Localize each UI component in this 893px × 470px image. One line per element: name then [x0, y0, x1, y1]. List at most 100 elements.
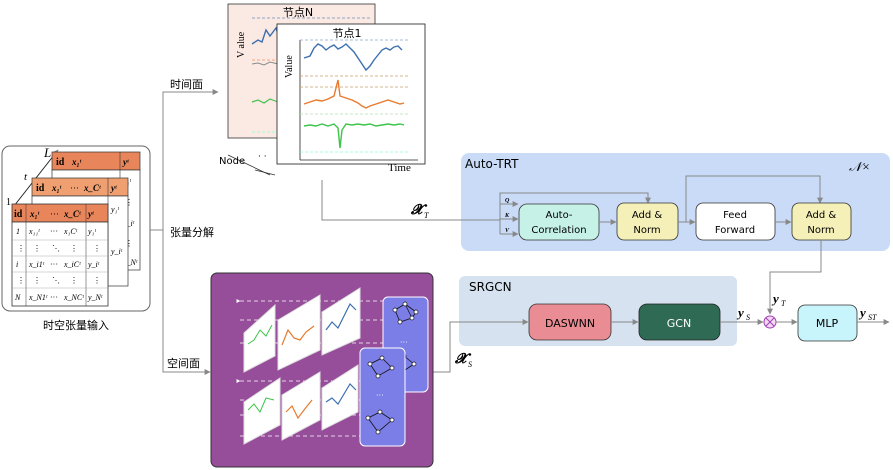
row2-xC: ⋮: [70, 244, 78, 253]
back-cell-yN: y_Nᵗ: [122, 258, 138, 267]
y-ST-sub: ST: [868, 313, 877, 322]
spatial-chart-upper-2: [277, 294, 321, 371]
svg-text:id: id: [36, 183, 45, 194]
front-green-series: [303, 123, 405, 149]
back-cell-yi: y_iᵗ: [122, 219, 135, 228]
auto-trt-title: Auto-TRT: [465, 157, 519, 171]
rowN-dots: ···: [50, 293, 58, 302]
back-cell-vdots1: ⋮: [125, 198, 133, 207]
mlp-label: MLP: [816, 317, 839, 330]
rowN-id: N: [14, 293, 21, 302]
front-panel-xlabel: Time: [388, 162, 411, 174]
row1-y: y₁ᵗ: [87, 227, 96, 236]
time-panels: · · Node 节点N V alue 节点1 Value: [219, 3, 426, 176]
row4-y: ⋮: [93, 276, 101, 285]
y-S-sub: S: [746, 313, 750, 322]
front-orange-series: [303, 79, 405, 109]
svg-text:id: id: [56, 157, 65, 168]
row1-id: 1: [16, 227, 20, 236]
mlp-block: MLP: [797, 304, 858, 342]
tensor-layer-front: id x₁ᵗ ··· x_Cᵗ yᵗ 1 x₁₁ᵗ ··· x₁Cᵗ y₁ᵗ ⋮…: [11, 203, 109, 307]
row2-x1: ⋮: [33, 244, 41, 253]
row2-id: ⋮: [17, 244, 25, 253]
spatial-chart-upper-3: [321, 287, 361, 356]
auto-trt-module: Auto-TRT 𝒩× 𝓧 T Q K V Auto- Correlation …: [321, 153, 890, 251]
node-dots: · ·: [258, 152, 267, 162]
mid-cell-y1: y₁ᵗ: [110, 205, 119, 214]
branch-connectors: [150, 89, 219, 375]
add-norm-1-block: Add & Norm: [616, 202, 679, 241]
daswnn-label: DASWNN: [545, 317, 595, 330]
row4-dots: ⋱: [52, 276, 60, 285]
row1-x1: x₁₁ᵗ: [28, 227, 40, 236]
addnorm2-label-1: Add &: [806, 210, 837, 221]
branch-decompose-label: 张量分解: [170, 225, 214, 239]
branch-time-label: 时间面: [170, 78, 203, 91]
row4-xC: ⋮: [70, 276, 78, 285]
front-panel-title: 节点1: [333, 27, 362, 40]
rowi-dots: ···: [50, 260, 58, 269]
fusion-op: [763, 315, 777, 329]
k-label: K: [504, 213, 510, 219]
front-blue-series: [303, 43, 403, 72]
node-axis-label: Node: [219, 156, 245, 167]
autocorr-block: Auto- Correlation: [518, 203, 600, 241]
back-panel-ylabel: V alue: [236, 31, 247, 58]
row1-dots: ···: [50, 227, 58, 236]
y-T-symbol: y: [771, 291, 779, 306]
back-panel-title: 节点N: [283, 6, 313, 19]
auto-trt-repeat: 𝒩×: [849, 159, 870, 174]
row2-y: ⋮: [93, 244, 101, 253]
autocorr-label-1: Auto-: [545, 210, 572, 221]
spatial-chart-upper-1: [243, 303, 276, 373]
row2-dots: ⋱: [52, 244, 60, 253]
front-header-dots: ···: [50, 209, 59, 219]
rowN-x1: x_N1ᵗ: [28, 293, 48, 302]
axis-1-label: 1: [6, 197, 11, 208]
rowN-xC: x_NCᵗ: [63, 293, 84, 302]
rowN-y: y_Nᵗ: [87, 293, 103, 302]
back-header-x1: x₁ᵗ: [71, 157, 82, 167]
back-cell-vdots2: ⋮: [125, 239, 133, 248]
x-T-sub: T: [424, 211, 429, 220]
mid-header-x1: x₁ᵗ: [51, 183, 62, 193]
spatial-panel: ··· ···: [210, 272, 434, 468]
front-panel-ylabel: Value: [284, 55, 295, 78]
x-S-sub: S: [468, 360, 472, 369]
addnorm2-label-2: Norm: [807, 225, 834, 236]
spatial-chart-lower-2: [281, 371, 321, 441]
spatial-chart-lower-3: [321, 364, 359, 431]
time-panel-front: 节点1 Value Time: [276, 23, 426, 174]
front-header-id: id: [14, 209, 23, 220]
addnorm1-label-2: Norm: [633, 225, 660, 236]
gcn-label: GCN: [667, 317, 691, 330]
mid-header-xC: x_Cᵗ: [83, 183, 101, 193]
feed-forward-block: Feed Forward: [695, 202, 776, 241]
row4-x1: ⋮: [33, 276, 41, 285]
axis-L-label: L: [43, 145, 51, 160]
srgcn-module: SRGCN 𝓧 S DASWNN GCN: [433, 276, 737, 373]
rowi-x1: x_i1ᵗ: [28, 260, 45, 269]
q-label: Q: [505, 198, 510, 204]
mid-cell-yi: y_iᵗ: [110, 247, 123, 256]
row4-id: ⋮: [17, 276, 25, 285]
gcn-block: GCN: [638, 303, 721, 341]
v-label: V: [505, 228, 510, 234]
front-header-y: yᵗ: [87, 209, 94, 219]
y-T-sub: T: [781, 299, 786, 308]
graph-ellipsis-1: ···: [400, 338, 408, 347]
front-header-xC: x_Cᵗ: [63, 209, 81, 219]
front-header-x1: x₁ᵗ: [29, 209, 40, 219]
row1-xC: x₁Cᵗ: [63, 227, 78, 236]
rowi-id: i: [16, 260, 18, 269]
graph-ellipsis-2: ···: [376, 391, 384, 400]
tensor-input: L t 1 id x₁ᵗ yᵗ y₁ᵗ ⋮ y_iᵗ ⋮ y_Nᵗ id x₁ᵗ…: [1, 145, 151, 332]
srgcn-title: SRGCN: [469, 280, 512, 294]
mid-header-dots: ···: [70, 183, 79, 193]
y-ST-symbol: y: [858, 305, 866, 320]
ff-label-1: Feed: [723, 210, 747, 221]
tensor-caption: 时空张量输入: [43, 318, 109, 332]
mid-header-y: yᵗ: [110, 183, 117, 193]
add-norm-2-block: Add & Norm: [791, 202, 852, 241]
ff-label-2: Forward: [715, 225, 755, 236]
